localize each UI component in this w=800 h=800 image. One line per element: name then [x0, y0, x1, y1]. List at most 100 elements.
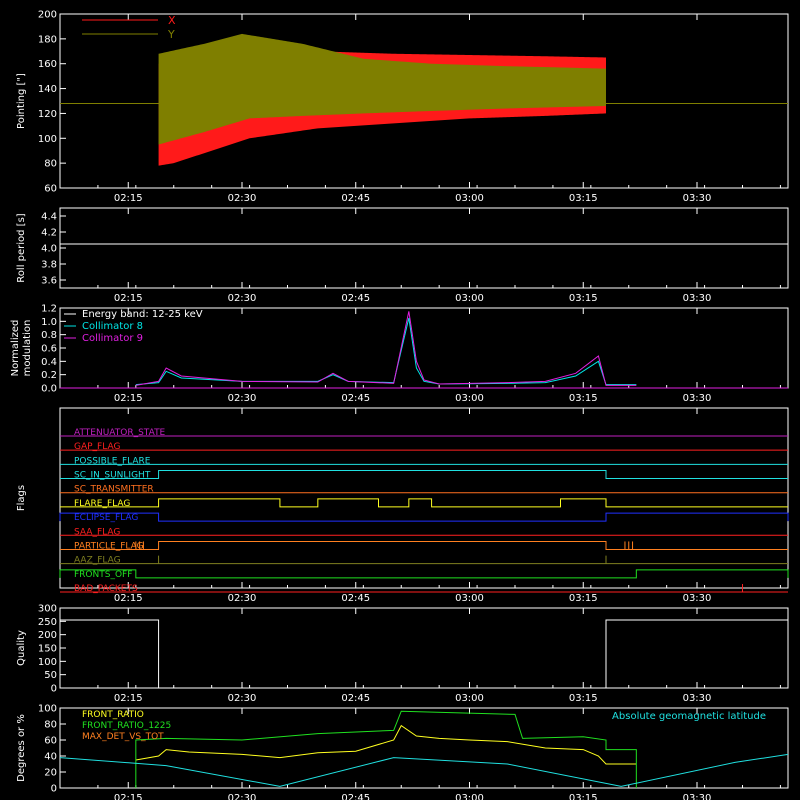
- flags-ylabel: Flags: [16, 485, 27, 511]
- flags-xtick-label: 02:15: [114, 593, 143, 604]
- flag-line-particle_flag: [60, 540, 788, 550]
- pointing-ytick-label: 80: [44, 159, 57, 170]
- quality-ytick-label: 200: [38, 630, 57, 641]
- roll-xtick-label: 03:15: [569, 293, 598, 304]
- flag-label-bad_packets: BAD_PACKETS: [74, 584, 138, 594]
- front-ylabel: Degrees or %: [16, 714, 27, 782]
- roll-xtick-label: 02:45: [341, 293, 370, 304]
- flag-label-sc_in_sunlight: SC_IN_SUNLIGHT: [74, 471, 151, 481]
- flags-panel: 02:15 02:30 02:45 03:00 03:15 03:30 Flags ATTEN…: [16, 407, 789, 604]
- roll-panel: 02:15 02:30 02:45 03:00 03:15 03:30 3.6 3.8 4.0 4…: [16, 207, 789, 304]
- quality-xtick-label: 03:30: [683, 693, 712, 704]
- quality-panel: 02:15 02:30 02:45 03:00 03:15 03:30 0 50 100 150 2…: [16, 604, 789, 704]
- flag-label-flare_flag: FLARE_FLAG: [74, 499, 130, 509]
- pointing-ytick-label: 120: [38, 109, 57, 120]
- flag-label-possible_flare: POSSIBLE_FLARE: [74, 456, 151, 466]
- front-legend-right: Absolute geomagnetic latitude: [612, 711, 766, 722]
- modulation-ytick-label: 0.2: [41, 370, 57, 381]
- modulation-ylabel: Normalized: [10, 320, 21, 377]
- flags-xtick-label: 03:00: [455, 593, 484, 604]
- flag-label-particle_flag: PARTICLE_FLAG: [74, 541, 144, 551]
- quality-ytick-label: 300: [38, 604, 57, 615]
- flags-xtick-label: 02:45: [341, 593, 370, 604]
- front-xtick-label: 02:45: [341, 793, 370, 800]
- quality-ylabel: Quality: [16, 630, 27, 666]
- pointing-panel: 02:15 02:30 02:45 03:00 03:15 03:30 60 80 100 120…: [16, 10, 789, 204]
- flag-label-eclipse_flag: ECLIPSE_FLAG: [74, 513, 138, 523]
- flags-xtick-label: 02:30: [228, 593, 257, 604]
- quality-xtick-label: 03:00: [455, 693, 484, 704]
- quality-ytick-label: 100: [38, 657, 57, 668]
- pointing-legend-label: X: [168, 14, 176, 27]
- modulation-xtick-label: 02:15: [114, 393, 143, 404]
- modulation-ytick-label: 1.0: [41, 317, 57, 328]
- quality-xtick-label: 02:15: [114, 693, 143, 704]
- front-panel: 02:15 02:30 02:45 03:00 03:15 03:30 0 20 40 60 80 1…: [16, 704, 789, 800]
- flag-line-flare_flag: [60, 498, 788, 508]
- front-ytick-label: 60: [44, 736, 57, 747]
- front-series: [135, 710, 637, 788]
- roll-ytick-label: 4.4: [41, 212, 57, 223]
- pointing-ytick-label: 100: [38, 134, 57, 145]
- modulation-xtick-label: 03:00: [455, 393, 484, 404]
- modulation-xtick-label: 02:30: [228, 393, 257, 404]
- quality-xtick-label: 02:45: [341, 693, 370, 704]
- modulation-ytick-label: 0.8: [41, 330, 57, 341]
- flags-frame: [59, 407, 789, 589]
- front-xtick-label: 02:30: [228, 793, 257, 800]
- modulation-series: [135, 317, 637, 386]
- front-series: [59, 753, 789, 787]
- roll-xtick-label: 02:15: [114, 293, 143, 304]
- flag-label-saa_flag: SAA_FLAG: [74, 527, 120, 537]
- flag-label-gap_flag: GAP_FLAG: [74, 442, 120, 452]
- pointing-ytick-label: 60: [44, 184, 57, 195]
- modulation-xtick-label: 03:15: [569, 393, 598, 404]
- pointing-series-Y: [158, 33, 607, 145]
- flags-xtick-label: 03:15: [569, 593, 598, 604]
- roll-ytick-label: 4.2: [41, 228, 57, 239]
- roll-frame: [59, 207, 789, 289]
- front-xtick-label: 02:15: [114, 793, 143, 800]
- pointing-ytick-label: 200: [38, 10, 57, 21]
- front-legend-label: MAX_DET_VS_TOT: [82, 732, 164, 742]
- pointing-ylabel: Pointing ["]: [16, 73, 27, 129]
- front-legend-label: FRONT_RATIO_1225: [82, 721, 171, 731]
- modulation-frame: [59, 307, 789, 389]
- front-xtick-label: 03:15: [569, 793, 598, 800]
- modulation-legend-label: Collimator 9: [82, 333, 143, 344]
- pointing-xtick-label: 03:00: [455, 193, 484, 204]
- pointing-xtick-label: 02:45: [341, 193, 370, 204]
- quality-series: [60, 619, 788, 689]
- modulation-ytick-label: 0.6: [41, 344, 57, 355]
- flag-label-aaz_flag: AAZ_FLAG: [74, 556, 121, 566]
- modulation-ylabel: modulation: [22, 320, 33, 377]
- quality-ytick-label: 150: [38, 644, 57, 655]
- front-ytick-label: 20: [44, 768, 57, 779]
- front-ytick-label: 80: [44, 720, 57, 731]
- pointing-frame: [59, 13, 789, 189]
- modulation-xtick-label: 03:30: [683, 393, 712, 404]
- pointing-xtick-label: 03:15: [569, 193, 598, 204]
- pointing-xtick-label: 02:30: [228, 193, 257, 204]
- modulation-panel: 02:15 02:30 02:45 03:00 03:15 03:30 0.0 0.2 0.4 0…: [10, 304, 789, 404]
- flag-label-attenuator_state: ATTENUATOR_STATE: [74, 428, 166, 438]
- pointing-ytick-label: 180: [38, 34, 57, 45]
- front-series: [135, 724, 637, 765]
- front-ytick-label: 40: [44, 752, 57, 763]
- flag-line-sc_in_sunlight: [60, 470, 788, 480]
- flag-label-sc_transmitter: SC_TRANSMITTER: [74, 485, 154, 495]
- roll-xtick-label: 02:30: [228, 293, 257, 304]
- front-ytick-label: 0: [51, 784, 57, 795]
- quality-ytick-label: 250: [38, 617, 57, 628]
- pointing-xtick-label: 02:15: [114, 193, 143, 204]
- flag-line-eclipse_flag: [59, 512, 789, 522]
- roll-xtick-label: 03:00: [455, 293, 484, 304]
- quality-ytick-label: 0: [51, 684, 57, 695]
- front-frame: [59, 707, 789, 789]
- modulation-ytick-label: 1.2: [41, 304, 57, 315]
- pointing-ytick-label: 160: [38, 59, 57, 70]
- pointing-xtick-label: 03:30: [683, 193, 712, 204]
- quality-xtick-label: 03:15: [569, 693, 598, 704]
- modulation-legend-label: Collimator 8: [82, 321, 143, 332]
